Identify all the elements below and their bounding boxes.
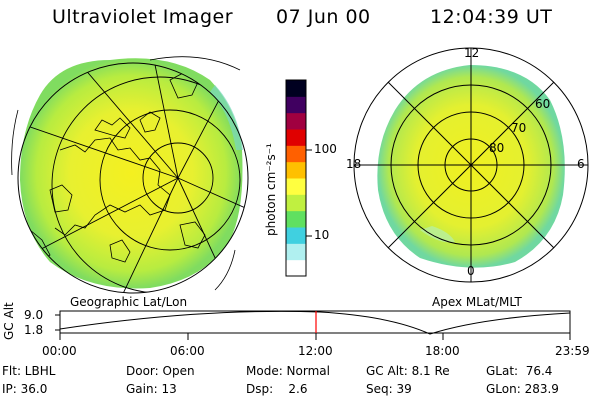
geographic-caption: Geographic Lat/Lon — [70, 295, 188, 309]
colorbar-segment — [286, 80, 306, 97]
altitude-tick-0600: 06:00 — [170, 344, 205, 358]
info-dsp: Dsp: 2.6 — [246, 382, 308, 396]
colorbar-segment — [286, 145, 306, 163]
info-gain: Gain: 13 — [126, 382, 177, 396]
mlt-label-0: 0 — [467, 264, 475, 278]
polar-image-panel — [353, 47, 589, 283]
info-filter: Flt: LBHL — [2, 364, 56, 378]
colorbar-segment — [286, 129, 306, 146]
mlt-label-12: 12 — [464, 46, 480, 60]
altitude-ymin-label: 1.8 — [24, 323, 44, 337]
colorbar-segment — [286, 243, 306, 261]
altitude-tick-0000: 00:00 — [42, 344, 77, 358]
colorbar-segment — [286, 112, 306, 130]
altitude-ymax-label: 9.0 — [24, 308, 44, 322]
colorbar — [286, 80, 306, 277]
colorbar-unit-label: photon cm⁻²s⁻¹ — [264, 143, 278, 236]
colorbar-segment — [286, 227, 306, 244]
colorbar-segment — [286, 210, 306, 228]
info-glon: GLon: 283.9 — [486, 382, 559, 396]
colorbar-frame — [285, 79, 307, 277]
date-label: 07 Jun 00 — [276, 6, 371, 28]
apex-caption: Apex MLat/MLT — [432, 295, 522, 309]
info-gcalt: GC Alt: 8.1 Re — [366, 364, 450, 378]
altitude-tick-1800: 18:00 — [425, 344, 460, 358]
geographic-image-panel — [11, 56, 249, 294]
colorbar-segment — [286, 161, 306, 179]
altitude-tick-1200: 12:00 — [298, 344, 333, 358]
altitude-tick-2359: 23:59 — [555, 344, 590, 358]
instrument-title: Ultraviolet Imager — [52, 6, 234, 28]
polar-grid — [353, 47, 589, 283]
info-ip: IP: 36.0 — [2, 382, 48, 396]
mlt-label-18: 18 — [346, 157, 362, 171]
auroral-image-left — [20, 58, 243, 289]
altitude-x-ticks — [55, 314, 571, 340]
time-label: 12:04:39 UT — [430, 6, 553, 28]
left-globe-outline — [17, 62, 249, 294]
info-mode: Mode: Normal — [246, 364, 330, 378]
altitude-curve — [59, 310, 571, 335]
altitude-ylabel: GC Alt — [2, 302, 16, 340]
colorbar-label-100: 100 — [314, 142, 337, 156]
colorbar-segment — [286, 259, 306, 277]
outer-graticule — [11, 56, 241, 291]
mlat-label-70: 70 — [511, 121, 527, 135]
colorbar-segment — [286, 96, 306, 114]
geographic-grid — [18, 63, 248, 293]
colorbar-segment — [286, 194, 306, 212]
altitude-plot — [55, 310, 571, 340]
mlt-label-6: 6 — [577, 157, 585, 171]
info-door: Door: Open — [126, 364, 195, 378]
info-glat: GLat: 76.4 — [486, 364, 553, 378]
mlat-label-80: 80 — [489, 141, 505, 155]
mlat-label-60: 60 — [535, 97, 551, 111]
colorbar-segment — [286, 178, 306, 195]
info-seq: Seq: 39 — [366, 382, 412, 396]
coastlines — [27, 71, 206, 263]
altitude-plot-frame — [59, 310, 571, 334]
colorbar-label-10: 10 — [314, 228, 330, 242]
